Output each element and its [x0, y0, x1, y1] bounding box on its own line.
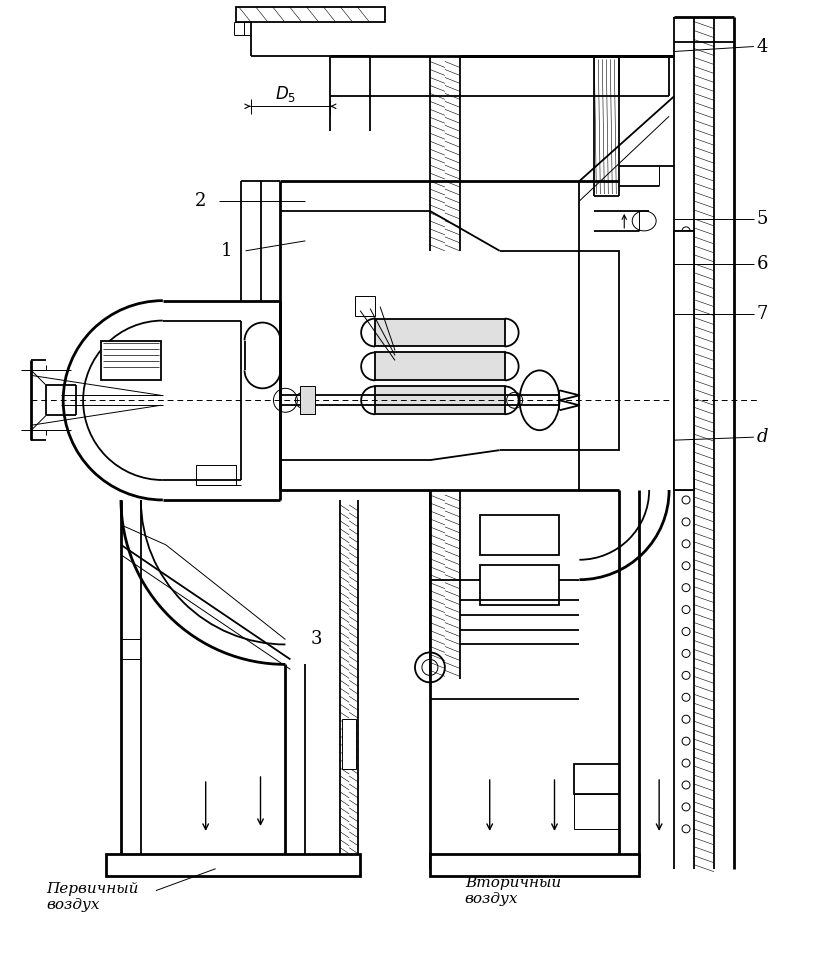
Text: d: d — [757, 428, 769, 446]
Text: 3: 3 — [311, 630, 322, 648]
Text: 6: 6 — [757, 255, 769, 272]
Bar — [106, 854, 360, 875]
Bar — [101, 341, 161, 381]
Bar — [375, 352, 504, 381]
Bar — [355, 296, 375, 315]
Bar — [575, 764, 619, 793]
Bar — [480, 515, 559, 554]
Text: $D_5$: $D_5$ — [275, 84, 296, 104]
Text: Вторичный
воздух: Вторичный воздух — [465, 875, 561, 906]
Text: 4: 4 — [757, 37, 769, 56]
Bar — [196, 466, 236, 485]
Text: 2: 2 — [194, 192, 205, 210]
Bar — [674, 231, 694, 490]
Text: 1: 1 — [221, 242, 232, 260]
Text: 5: 5 — [757, 210, 769, 228]
Bar — [375, 386, 504, 414]
Bar — [375, 318, 504, 346]
Bar — [430, 854, 639, 875]
Bar — [575, 793, 619, 829]
Bar — [579, 251, 619, 450]
Text: 7: 7 — [757, 305, 769, 323]
Bar — [236, 7, 385, 21]
Bar — [480, 565, 559, 604]
Text: Первичный
воздух: Первичный воздух — [46, 881, 139, 912]
Bar — [342, 719, 356, 769]
Bar — [301, 386, 315, 414]
